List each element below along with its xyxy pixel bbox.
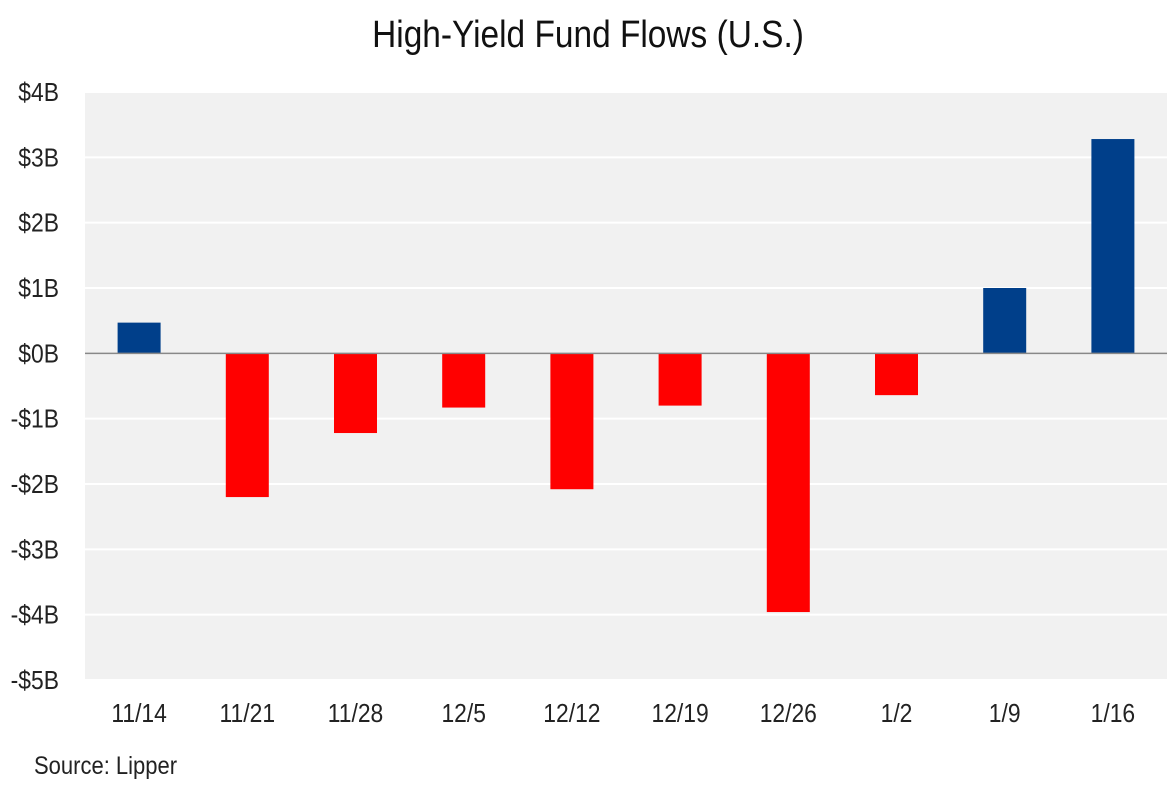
bar-12-26 xyxy=(766,353,810,613)
x-tick-label: 11/14 xyxy=(111,700,167,729)
bar-11-14 xyxy=(117,322,161,354)
bar-1-16 xyxy=(1091,139,1135,354)
x-tick-label: 12/5 xyxy=(441,700,485,729)
y-tick-label: $2B xyxy=(18,209,59,238)
x-tick-label: 1/2 xyxy=(881,700,913,729)
y-tick-label: -$4B xyxy=(11,601,59,630)
chart-title: High-Yield Fund Flows (U.S.) xyxy=(372,14,804,56)
x-tick-label: 1/9 xyxy=(989,700,1021,729)
y-tick-label: -$2B xyxy=(11,471,59,500)
x-tick-label: 12/26 xyxy=(760,700,817,729)
x-tick-label: 1/16 xyxy=(1091,700,1135,729)
x-tick-label: 11/21 xyxy=(220,700,276,729)
bar-12-19 xyxy=(658,353,702,406)
y-tick-label: -$5B xyxy=(11,667,59,696)
bar-12-12 xyxy=(550,353,594,490)
source-note: Source: Lipper xyxy=(34,752,178,780)
x-tick-label: 11/28 xyxy=(328,700,384,729)
bar-1-2 xyxy=(875,353,918,396)
bar-11-21 xyxy=(225,353,269,498)
bar-1-9 xyxy=(983,288,1027,354)
y-tick-label: $4B xyxy=(18,79,59,108)
x-tick-label: 12/19 xyxy=(651,700,708,729)
bar-12-5 xyxy=(442,353,486,408)
y-tick-label: -$3B xyxy=(11,536,59,565)
x-tick-label: 12/12 xyxy=(543,700,600,729)
y-tick-label: -$1B xyxy=(11,405,59,434)
y-tick-label: $3B xyxy=(18,144,59,173)
y-tick-label: $0B xyxy=(18,340,59,369)
bar-11-28 xyxy=(334,353,377,434)
y-tick-label: $1B xyxy=(18,275,59,304)
